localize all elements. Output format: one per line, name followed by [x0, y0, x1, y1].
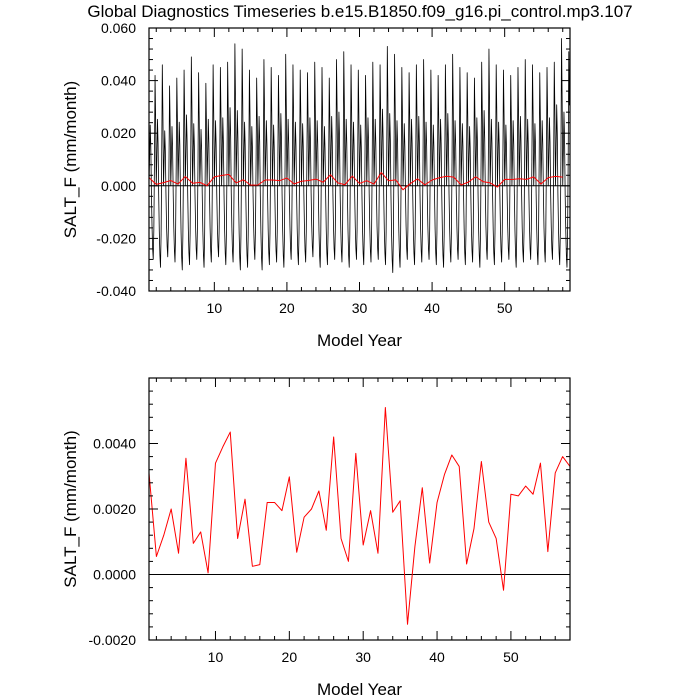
- x-axis-title: Model Year: [317, 331, 402, 350]
- series-0-line: [149, 406, 570, 625]
- figure-title: Global Diagnostics Timeseries b.e15.B185…: [87, 2, 632, 21]
- x-tick-label: 40: [424, 300, 440, 316]
- top-panel: 10 20 30 40 50 -0.040 -0.020 0.000 0.020 0.040 0.0…: [61, 20, 571, 350]
- y-tick-label: -0.040: [96, 283, 136, 299]
- y-axis-title: SALT_F (mm/month): [61, 81, 80, 238]
- x-tick-label: 30: [355, 649, 371, 665]
- y-tick-label: -0.0020: [89, 632, 137, 648]
- y-tick-label: 0.0020: [93, 501, 136, 517]
- x-axis-title: Model Year: [317, 680, 402, 699]
- y-tick-label: 0.040: [101, 73, 136, 89]
- x-tick-label: 50: [503, 649, 519, 665]
- x-tick-label: 10: [207, 300, 223, 316]
- series-1-line: [149, 171, 563, 191]
- y-tick-label: 0.060: [101, 20, 136, 36]
- x-tick-label: 30: [352, 300, 368, 316]
- x-tick-label: 50: [497, 300, 513, 316]
- x-tick-label: 10: [208, 649, 224, 665]
- x-tick-label: 40: [429, 649, 445, 665]
- y-axis-title: SALT_F (mm/month): [61, 430, 80, 587]
- y-tick-label: 0.0040: [93, 436, 136, 452]
- y-tick-label: -0.020: [96, 230, 136, 246]
- y-tick-label: 0.020: [101, 125, 136, 141]
- x-tick-label: 20: [279, 300, 295, 316]
- y-tick-label: 0.0000: [93, 567, 136, 583]
- series-0-line: [149, 38, 570, 273]
- x-tick-label: 20: [282, 649, 298, 665]
- y-tick-label: 0.000: [101, 178, 136, 194]
- bottom-panel: 10 20 30 40 50 -0.0020 0.0000 0.0020 0.0040 Model…: [61, 377, 571, 699]
